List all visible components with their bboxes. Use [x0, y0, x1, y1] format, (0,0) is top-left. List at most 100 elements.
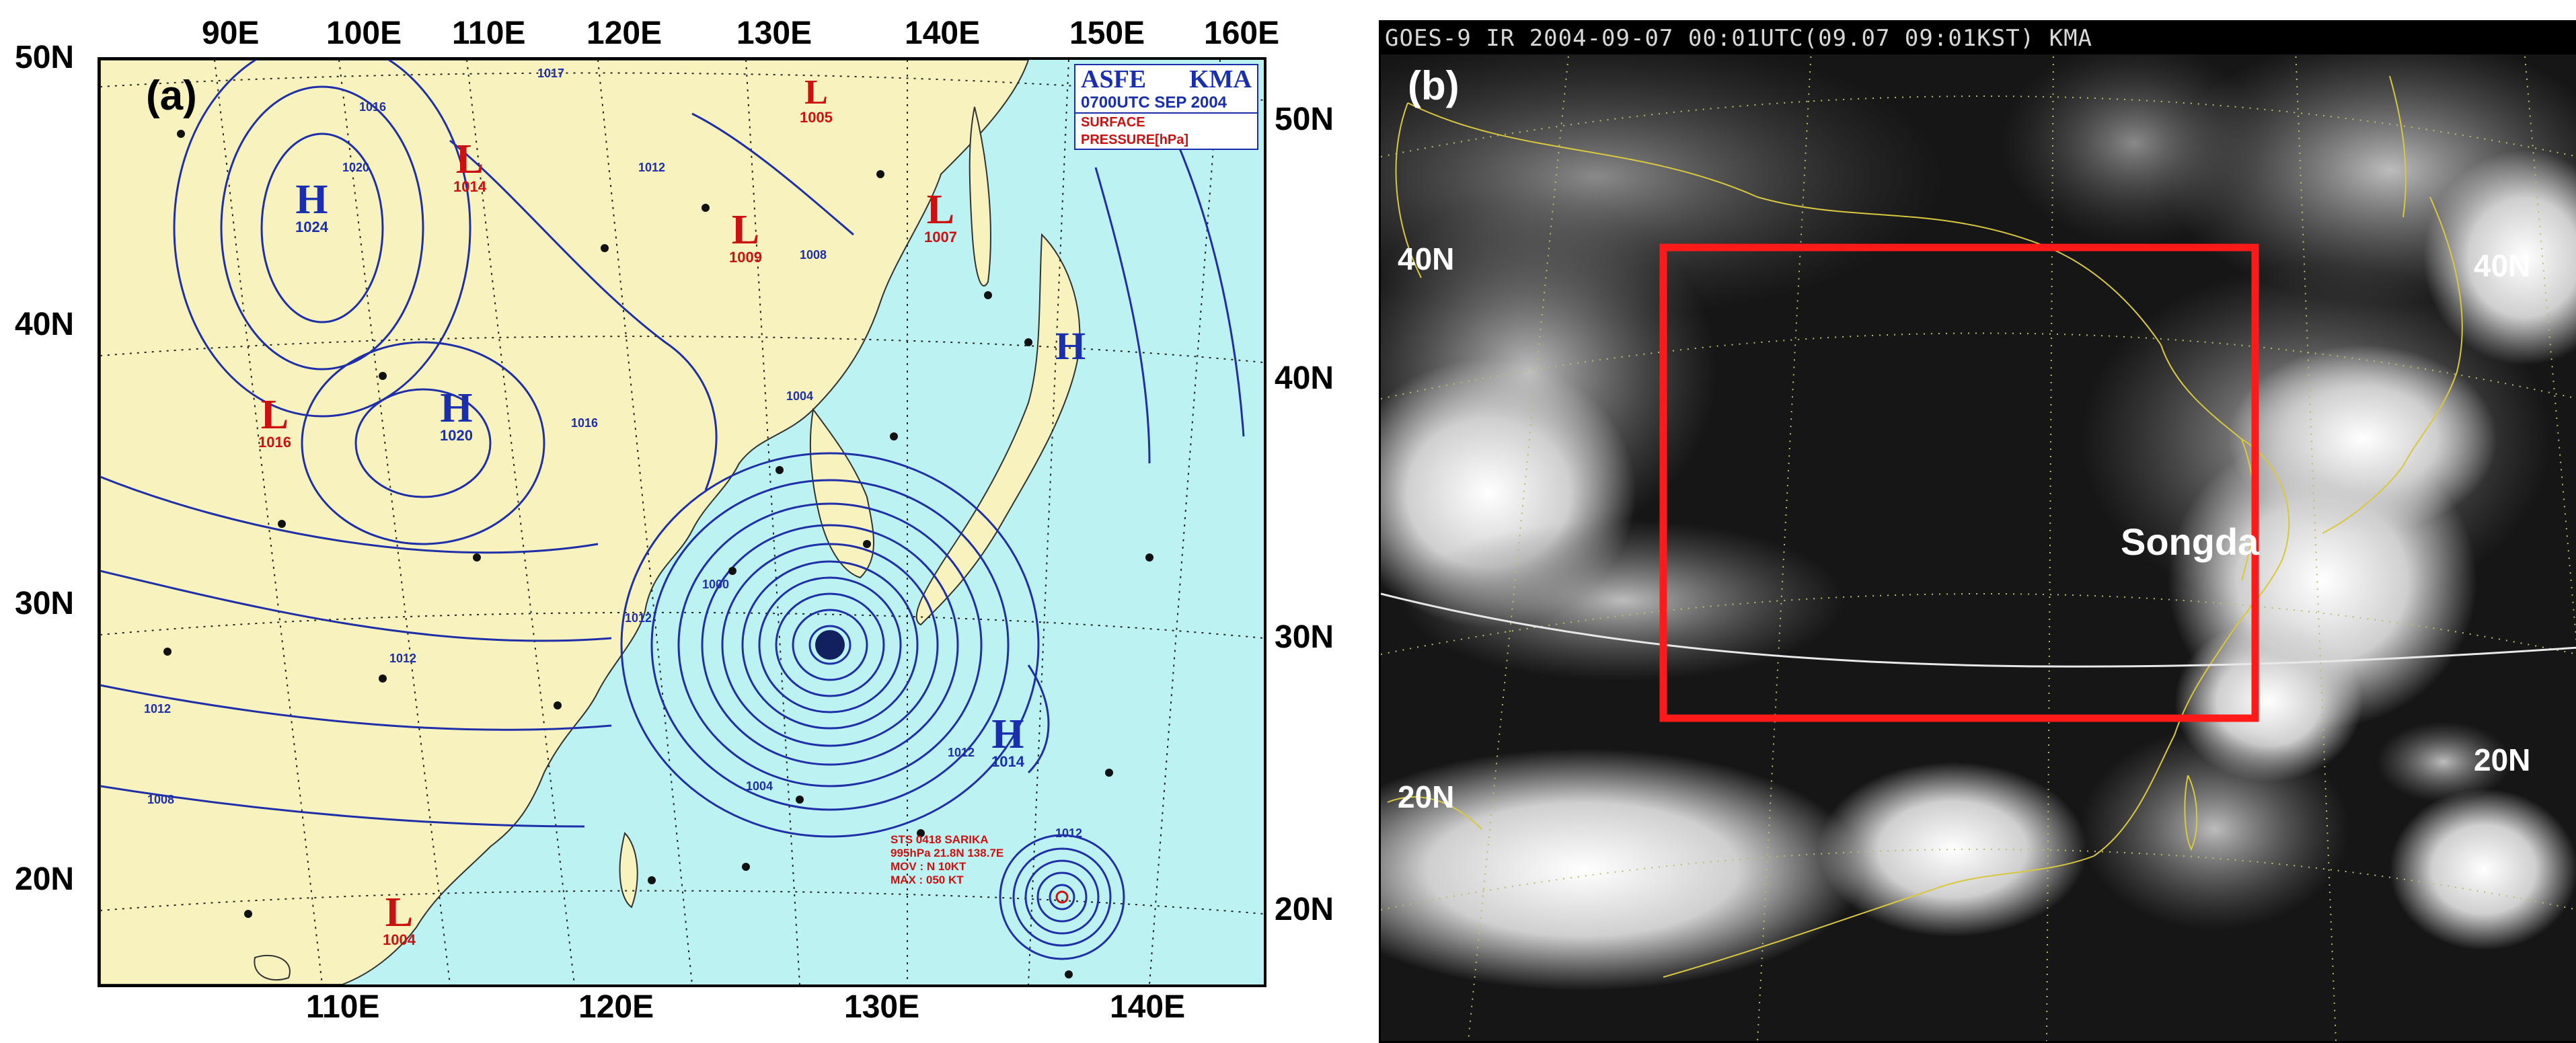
low-letter: L	[804, 73, 828, 112]
high-letter: H	[1055, 324, 1086, 368]
lat-label: 40N	[2474, 248, 2531, 283]
lon-label: 120E	[578, 989, 654, 1025]
isobar-label: 1016	[571, 416, 599, 430]
storm-note-line: MAX : 050 KT	[891, 874, 964, 886]
title-kma: KMA	[1189, 65, 1252, 93]
surface-map-svg	[100, 60, 1264, 984]
panel-label: (a)	[146, 73, 197, 119]
panel-label: (b)	[1408, 63, 1460, 108]
lat-label: 40N	[1275, 360, 1334, 396]
storm-note: STS 0418 SARIKA 995hPa 21.8N 138.7E MOV …	[891, 833, 1003, 887]
title-asfe: ASFE	[1081, 65, 1147, 93]
low-pressure-center: L 1005	[800, 73, 833, 126]
lon-label: 140E	[905, 15, 981, 51]
isobar-label: 1000	[702, 578, 730, 591]
ir-image: GOES-9 IR 2004-09-07 00:01UTC(09.07 09:0…	[1379, 20, 2576, 1043]
low-letter: L	[731, 207, 760, 253]
lat-label: 50N	[1275, 102, 1334, 137]
isobar-label: 1012	[638, 161, 666, 174]
isobar-label: 1016	[359, 100, 387, 114]
korea-peninsula	[809, 408, 874, 579]
isobar-label: 1004	[746, 779, 773, 793]
lat-label: 30N	[1275, 619, 1334, 655]
lon-label: 130E	[844, 989, 920, 1025]
lon-label: 140E	[1110, 989, 1186, 1025]
lon-label: 150E	[1069, 15, 1145, 51]
lat-label: 30N	[15, 586, 75, 621]
storm-note-line: MOV : N 10KT	[891, 860, 967, 873]
satellite-ir-panel: GOES-9 IR 2004-09-07 00:01UTC(09.07 09:0…	[1379, 20, 2576, 1043]
asia-landmass	[100, 60, 1030, 984]
low-pressure-center: L 1004	[383, 890, 416, 949]
japan-islands	[915, 233, 1081, 626]
isobar-label: 1012	[144, 702, 172, 716]
high-pressure-center: H 1020	[440, 385, 473, 445]
lon-label: 100E	[326, 15, 402, 51]
high-pressure-center: H 1014	[991, 711, 1024, 771]
lat-label: 20N	[1275, 892, 1334, 927]
isobar-label: 1004	[786, 389, 814, 403]
title-line-2: 0700UTC SEP 2004	[1081, 93, 1227, 112]
satellite-view-arc	[1381, 592, 2576, 668]
title-line-1: ASFE KMA	[1075, 65, 1257, 93]
high-letter: H	[295, 177, 328, 223]
typhoon-songda-center	[815, 630, 845, 660]
taiwan-island	[619, 832, 638, 909]
isobar-label: 1012	[948, 746, 975, 759]
ir-grid	[1381, 48, 2576, 1041]
pressure-value: 1016	[258, 434, 291, 451]
lat-label: 50N	[15, 40, 75, 75]
lat-label: 20N	[15, 861, 75, 897]
storm-note-line: 995hPa 21.8N 138.7E	[891, 847, 1004, 859]
lat-label: 40N	[1398, 241, 1455, 276]
lon-label: 130E	[736, 15, 812, 51]
lat-lon-grid	[100, 60, 1264, 984]
ir-header-bar: GOES-9 IR 2004-09-07 00:01UTC(09.07 09:0…	[1381, 22, 2576, 54]
lon-label: 90E	[202, 15, 260, 51]
surface-map: (a) L 1014 L 1009 L 1007 L 1016 L 1004	[98, 57, 1266, 987]
lat-label: 40N	[15, 307, 75, 342]
pressure-value: 1020	[440, 427, 473, 444]
pressure-value: 1007	[924, 229, 957, 245]
ir-image-svg	[1381, 22, 2576, 1041]
isobar-label: 1012	[389, 652, 417, 665]
low-letter: L	[260, 392, 289, 438]
typhoon-songda-isobars	[620, 452, 1040, 838]
low-pressure-center: L 1009	[729, 207, 762, 266]
high-pressure-center: H 1024	[295, 177, 328, 236]
isobar-label: 1008	[800, 248, 827, 262]
pressure-value: 1009	[729, 249, 762, 266]
lat-label: 20N	[1398, 779, 1455, 814]
lon-label: 110E	[452, 15, 526, 51]
storm-name-label: Songda	[2121, 520, 2259, 563]
hainan-island	[254, 954, 291, 981]
low-pressure-center: L 1007	[924, 189, 957, 246]
storm-note-line: STS 0418 SARIKA	[891, 833, 989, 846]
lat-label: 20N	[2474, 742, 2531, 777]
isobars	[100, 60, 1245, 828]
lon-label: 110E	[306, 989, 380, 1025]
pressure-value: 1005	[800, 109, 833, 126]
pressure-value: 1024	[295, 219, 328, 235]
low-pressure-center: L 1014	[453, 137, 486, 196]
high-letter: H	[991, 711, 1024, 757]
low-letter: L	[385, 890, 414, 935]
pressure-value: 1004	[383, 931, 416, 948]
isobar-label: 1012	[625, 611, 652, 625]
typhoon-sarika-center	[1055, 890, 1069, 904]
high-letter: H	[440, 385, 473, 431]
isobar-label: 1020	[342, 161, 370, 174]
lon-label: 120E	[586, 15, 662, 51]
high-pressure-center: H	[1055, 324, 1086, 368]
station-plots	[163, 130, 1153, 978]
chart-title-box: ASFE KMA 0700UTC SEP 2004 SURFACE PRESSU…	[1074, 64, 1258, 150]
isobar-label: 1008	[147, 793, 175, 806]
title-line-3: SURFACE PRESSURE[hPa]	[1075, 112, 1257, 149]
low-letter: L	[455, 137, 484, 182]
isobar-label: 1017	[537, 67, 565, 80]
pressure-value: 1014	[991, 753, 1024, 770]
low-pressure-center: L 1016	[258, 392, 291, 451]
surface-analysis-panel: 90E 100E 110E 120E 130E 140E 150E 160E 5…	[15, 15, 1334, 1025]
lon-label: 160E	[1204, 15, 1280, 51]
isobar-label: 1012	[1055, 826, 1083, 840]
